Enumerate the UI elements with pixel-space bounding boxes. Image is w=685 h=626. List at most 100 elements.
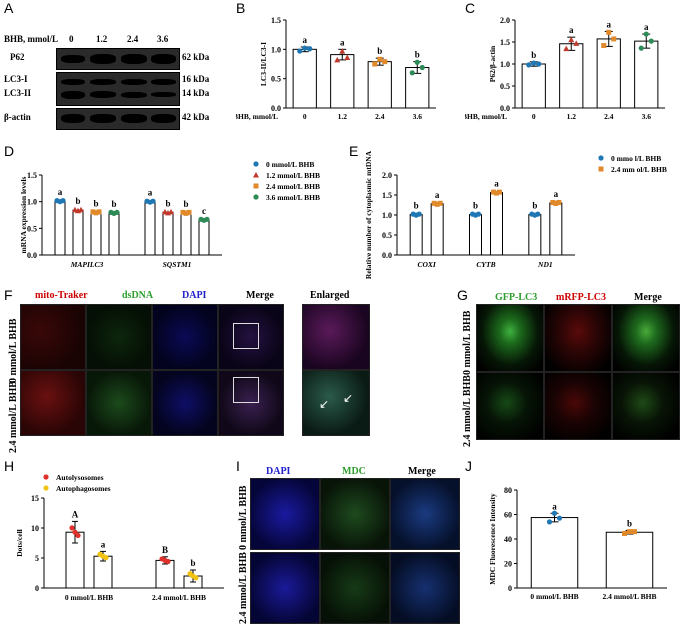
significance-letter: a [569, 25, 574, 35]
y-tick-label: 0.5 [27, 224, 37, 233]
significance-letter: b [377, 46, 382, 56]
i-row-0: 0 mmol/L BHB [238, 485, 249, 550]
x-tick-label: 1.2 [567, 112, 577, 121]
y-tick-label: 0.0 [500, 104, 510, 113]
data-point [550, 200, 556, 205]
conc-label-2: 2.4 [127, 34, 139, 44]
chart-e-mtdna: 0.0 0.5 1.0 1.5 2.0 Relative number of cytopl… [364, 150, 667, 279]
actin-blot [56, 108, 180, 130]
conc-label-1: 1.2 [96, 34, 108, 44]
panel-letter-j: J [465, 458, 472, 474]
p62-blot [56, 48, 180, 70]
y-axis-label: Relative number of cytoplasmic mtDNA [364, 150, 373, 279]
y-tick-label: 0.5 [500, 82, 510, 91]
data-point [69, 525, 75, 531]
i-img-dapi-0 [250, 478, 320, 550]
bar [54, 200, 66, 256]
g-col-mrfp: mRFP-LC3 [556, 292, 606, 303]
data-point [638, 45, 644, 51]
y-tick-label: 2.0 [500, 16, 510, 25]
legend-label: 3.6 mmol/L BHB [266, 193, 320, 202]
row-label-lc3ii: LC3-II [4, 88, 32, 98]
bar [634, 40, 659, 109]
y-tick-label: 1.0 [27, 198, 37, 207]
x-axis-label: BHB, mmol/L [465, 112, 507, 121]
bar [430, 203, 444, 256]
x-tick-label: 2.4 [604, 112, 614, 121]
y-tick-label: 0 [508, 584, 512, 593]
g-col-merge: Merge [634, 292, 662, 303]
y-tick-label: 0.0 [382, 251, 392, 260]
data-point [204, 216, 210, 222]
panel-letter-e: E [349, 143, 359, 159]
f-col-dapi: DAPI [182, 290, 207, 301]
x-tick-label: 2.4 [375, 112, 385, 121]
significance-letter: b [532, 201, 537, 211]
kda-p62: 62 kDa [182, 52, 210, 62]
f-img-dapi-1 [152, 370, 218, 436]
y-tick-label: 1.0 [271, 45, 281, 54]
group-label: 0 mmol/L BHB [65, 593, 113, 602]
y-axis-label: P62/β-actin [488, 45, 497, 82]
f-col-merge: Merge [246, 290, 274, 301]
panel-letter-g: G [457, 287, 468, 303]
panel-letter-c: C [465, 0, 476, 16]
conc-label-3: 3.6 [157, 34, 169, 44]
data-point [60, 198, 66, 204]
legend-label: 2.4 mmol/L BHB [266, 182, 320, 191]
significance-letter: b [627, 518, 632, 528]
significance-letter: a [101, 539, 106, 549]
y-tick-label: 0.0 [271, 104, 281, 113]
significance-letter: b [473, 201, 478, 211]
significance-letter: b [415, 50, 420, 60]
bar [198, 219, 210, 256]
significance-letter: c [202, 206, 206, 216]
bar [469, 214, 482, 256]
data-point [339, 48, 346, 54]
data-point [497, 189, 502, 195]
significance-letter: a [303, 35, 308, 45]
y-tick-label: 1.0 [500, 60, 510, 69]
significance-letter: a [148, 188, 153, 198]
panel-letter-i: I [236, 458, 240, 474]
i-col-merge: Merge [408, 466, 436, 477]
data-point [553, 201, 559, 206]
arrow-icon: ↙ [343, 391, 354, 405]
group-label: SQSTM1 [163, 260, 192, 269]
legend-label: Autophagosomes [56, 484, 111, 493]
data-point [535, 211, 541, 217]
g-col-gfp: GFP-LC3 [495, 292, 538, 303]
i-col-dapi: DAPI [266, 466, 291, 477]
group-label: 2.4 mmol/L BHB [152, 593, 206, 602]
data-point [114, 209, 120, 215]
i-img-merge-1 [390, 552, 460, 624]
f-row-0: 0 mmol/L BHB [8, 318, 19, 383]
y-tick-label: 20 [504, 560, 512, 569]
x-axis-label: BHB, mmol/L [236, 112, 278, 121]
data-point [551, 510, 558, 516]
i-col-mdc: MDC [342, 466, 366, 477]
data-point [546, 519, 553, 525]
data-point [606, 29, 612, 35]
legend-marker [598, 155, 604, 161]
chart-j-mdc: 0 20 40 60 80 MDC Fluorescence Intensity a 0 mm… [488, 486, 667, 601]
panel-letter-h: H [4, 458, 15, 474]
data-point [632, 529, 637, 535]
data-point [409, 70, 415, 76]
data-point [96, 209, 102, 215]
i-img-mdc-0 [320, 478, 390, 550]
legend-marker [598, 166, 604, 172]
data-point [334, 56, 341, 63]
y-axis-label: LC3-II/LC3-I [259, 42, 268, 86]
y-tick-label: 0.5 [271, 75, 281, 84]
data-point [643, 31, 649, 37]
significance-letter: b [414, 201, 419, 211]
legend-marker [253, 194, 259, 200]
data-point [93, 210, 99, 216]
significance-letter: b [190, 558, 195, 568]
data-point [437, 200, 443, 206]
data-point [307, 46, 313, 52]
panel-letter-f: F [4, 287, 13, 303]
y-tick-label: 80 [504, 486, 512, 495]
bar [528, 214, 542, 256]
